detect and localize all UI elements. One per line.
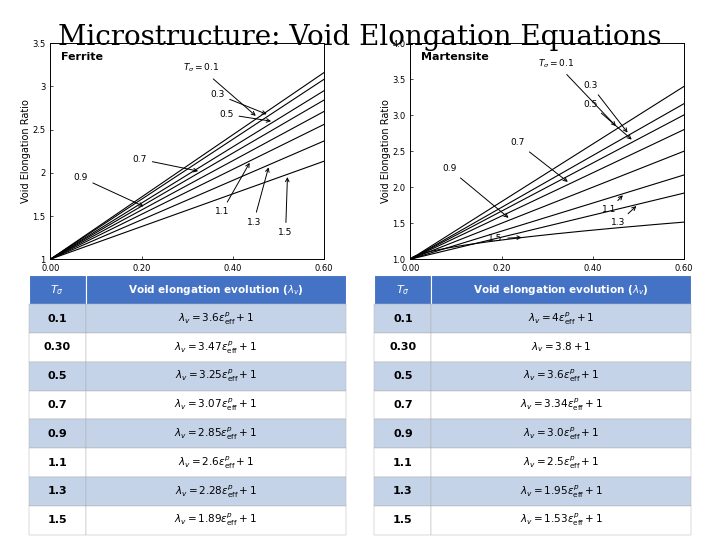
- Text: 1.3: 1.3: [48, 487, 67, 496]
- Text: 0.5: 0.5: [219, 110, 270, 122]
- Bar: [374, 390, 431, 420]
- Bar: [86, 275, 346, 304]
- Text: 0.1: 0.1: [393, 314, 413, 323]
- Bar: [86, 362, 346, 390]
- Text: 0.5: 0.5: [48, 371, 67, 381]
- Text: $T_{\sigma}$: $T_{\sigma}$: [396, 283, 410, 296]
- Text: 1.5: 1.5: [393, 515, 413, 525]
- Text: 0.7: 0.7: [510, 138, 567, 181]
- Bar: [374, 362, 431, 390]
- Text: $\lambda_v = 3.6\varepsilon_{\mathrm{eff}}^p + 1$: $\lambda_v = 3.6\varepsilon_{\mathrm{eff…: [178, 310, 254, 327]
- Text: $\lambda_v = 2.28\varepsilon_{\mathrm{eff}}^p + 1$: $\lambda_v = 2.28\varepsilon_{\mathrm{ef…: [174, 483, 257, 500]
- Text: $\lambda_v = 2.6\varepsilon_{\mathrm{eff}}^p + 1$: $\lambda_v = 2.6\varepsilon_{\mathrm{eff…: [178, 454, 254, 471]
- Text: 1.1: 1.1: [602, 196, 622, 214]
- Bar: [374, 420, 431, 448]
- Bar: [86, 477, 346, 506]
- Bar: [29, 275, 86, 304]
- Y-axis label: Void Elongation Ratio: Void Elongation Ratio: [381, 99, 391, 203]
- Text: $\lambda_v = 4\varepsilon_{\mathrm{eff}}^p + 1$: $\lambda_v = 4\varepsilon_{\mathrm{eff}}…: [528, 310, 595, 327]
- Text: $\lambda_v = 3.07\varepsilon_{\mathrm{eff}}^p + 1$: $\lambda_v = 3.07\varepsilon_{\mathrm{ef…: [174, 397, 257, 413]
- Bar: [86, 506, 346, 535]
- Bar: [431, 333, 691, 362]
- Text: 1.5: 1.5: [279, 178, 293, 237]
- Text: $\lambda_v = 1.95\varepsilon_{\mathrm{eff}}^p + 1$: $\lambda_v = 1.95\varepsilon_{\mathrm{ef…: [520, 483, 603, 500]
- Text: 1.1: 1.1: [215, 164, 249, 217]
- Bar: [431, 362, 691, 390]
- Bar: [29, 362, 86, 390]
- Bar: [86, 333, 346, 362]
- Text: 0.30: 0.30: [390, 342, 416, 353]
- Bar: [431, 477, 691, 506]
- Text: 1.3: 1.3: [393, 487, 413, 496]
- Text: 0.9: 0.9: [442, 164, 508, 217]
- Text: $T_{\sigma}$: $T_{\sigma}$: [50, 283, 64, 296]
- Text: $\lambda_v = 3.8 + 1$: $\lambda_v = 3.8 + 1$: [531, 341, 592, 354]
- Bar: [431, 506, 691, 535]
- Bar: [29, 420, 86, 448]
- Bar: [374, 506, 431, 535]
- X-axis label: Macroscopic Strain: Macroscopic Strain: [141, 279, 233, 288]
- Text: $\lambda_v = 2.5\varepsilon_{\mathrm{eff}}^p + 1$: $\lambda_v = 2.5\varepsilon_{\mathrm{eff…: [523, 454, 600, 471]
- Bar: [29, 390, 86, 420]
- Bar: [374, 304, 431, 333]
- Text: $\lambda_v = 3.34\varepsilon_{\mathrm{eff}}^p + 1$: $\lambda_v = 3.34\varepsilon_{\mathrm{ef…: [520, 397, 603, 413]
- Text: Void elongation evolution ($\lambda_v$): Void elongation evolution ($\lambda_v$): [474, 283, 649, 297]
- Text: Void elongation evolution ($\lambda_v$): Void elongation evolution ($\lambda_v$): [128, 283, 304, 297]
- Text: 1.5: 1.5: [48, 515, 67, 525]
- Bar: [29, 506, 86, 535]
- Text: 1.3: 1.3: [246, 168, 269, 227]
- Text: 0.3: 0.3: [210, 90, 266, 114]
- Bar: [29, 448, 86, 477]
- Text: 0.1: 0.1: [48, 314, 67, 323]
- Text: 0.9: 0.9: [73, 173, 143, 206]
- Text: 1.5: 1.5: [488, 234, 521, 243]
- Bar: [374, 477, 431, 506]
- Text: Microstructure: Void Elongation Equations: Microstructure: Void Elongation Equation…: [58, 24, 662, 51]
- Text: 0.9: 0.9: [393, 429, 413, 439]
- Bar: [374, 448, 431, 477]
- Bar: [86, 304, 346, 333]
- Bar: [431, 304, 691, 333]
- Text: $T_{\sigma} = 0.1$: $T_{\sigma} = 0.1$: [183, 62, 255, 115]
- Text: Martensite: Martensite: [421, 52, 489, 62]
- X-axis label: Macroscopic Strain: Macroscopic Strain: [501, 279, 593, 288]
- Bar: [431, 275, 691, 304]
- Text: 0.30: 0.30: [44, 342, 71, 353]
- Text: $\lambda_v = 1.89\varepsilon_{\mathrm{eff}}^p + 1$: $\lambda_v = 1.89\varepsilon_{\mathrm{ef…: [174, 512, 257, 529]
- Bar: [431, 448, 691, 477]
- Text: Ferrite: Ferrite: [61, 52, 104, 62]
- Y-axis label: Void Elongation Ratio: Void Elongation Ratio: [21, 99, 31, 203]
- Text: 0.7: 0.7: [393, 400, 413, 410]
- Bar: [374, 275, 431, 304]
- Bar: [86, 420, 346, 448]
- Text: $\lambda_v = 3.25\varepsilon_{\mathrm{eff}}^p + 1$: $\lambda_v = 3.25\varepsilon_{\mathrm{ef…: [174, 368, 257, 384]
- Text: 1.1: 1.1: [393, 457, 413, 468]
- Text: 0.9: 0.9: [48, 429, 67, 439]
- Bar: [431, 390, 691, 420]
- Bar: [29, 333, 86, 362]
- Text: 0.3: 0.3: [584, 81, 627, 132]
- Text: $\lambda_v = 3.0\varepsilon_{\mathrm{eff}}^p + 1$: $\lambda_v = 3.0\varepsilon_{\mathrm{eff…: [523, 426, 600, 442]
- Text: $T_{\sigma} = 0.1$: $T_{\sigma} = 0.1$: [538, 57, 615, 125]
- Text: 0.7: 0.7: [48, 400, 67, 410]
- Bar: [374, 333, 431, 362]
- Bar: [29, 304, 86, 333]
- Text: 0.7: 0.7: [132, 154, 197, 172]
- Text: $\lambda_v = 3.6\varepsilon_{\mathrm{eff}}^p + 1$: $\lambda_v = 3.6\varepsilon_{\mathrm{eff…: [523, 368, 600, 384]
- Text: 0.5: 0.5: [393, 371, 413, 381]
- Text: $\lambda_v = 3.47\varepsilon_{\mathrm{eff}}^p + 1$: $\lambda_v = 3.47\varepsilon_{\mathrm{ef…: [174, 339, 257, 356]
- Bar: [86, 390, 346, 420]
- Text: 1.1: 1.1: [48, 457, 67, 468]
- Text: 1.3: 1.3: [611, 207, 636, 227]
- Bar: [431, 420, 691, 448]
- Text: 0.5: 0.5: [584, 99, 631, 139]
- Bar: [29, 477, 86, 506]
- Bar: [86, 448, 346, 477]
- Text: $\lambda_v = 1.53\varepsilon_{\mathrm{eff}}^p + 1$: $\lambda_v = 1.53\varepsilon_{\mathrm{ef…: [520, 512, 603, 529]
- Text: $\lambda_v = 2.85\varepsilon_{\mathrm{eff}}^p + 1$: $\lambda_v = 2.85\varepsilon_{\mathrm{ef…: [174, 426, 257, 442]
